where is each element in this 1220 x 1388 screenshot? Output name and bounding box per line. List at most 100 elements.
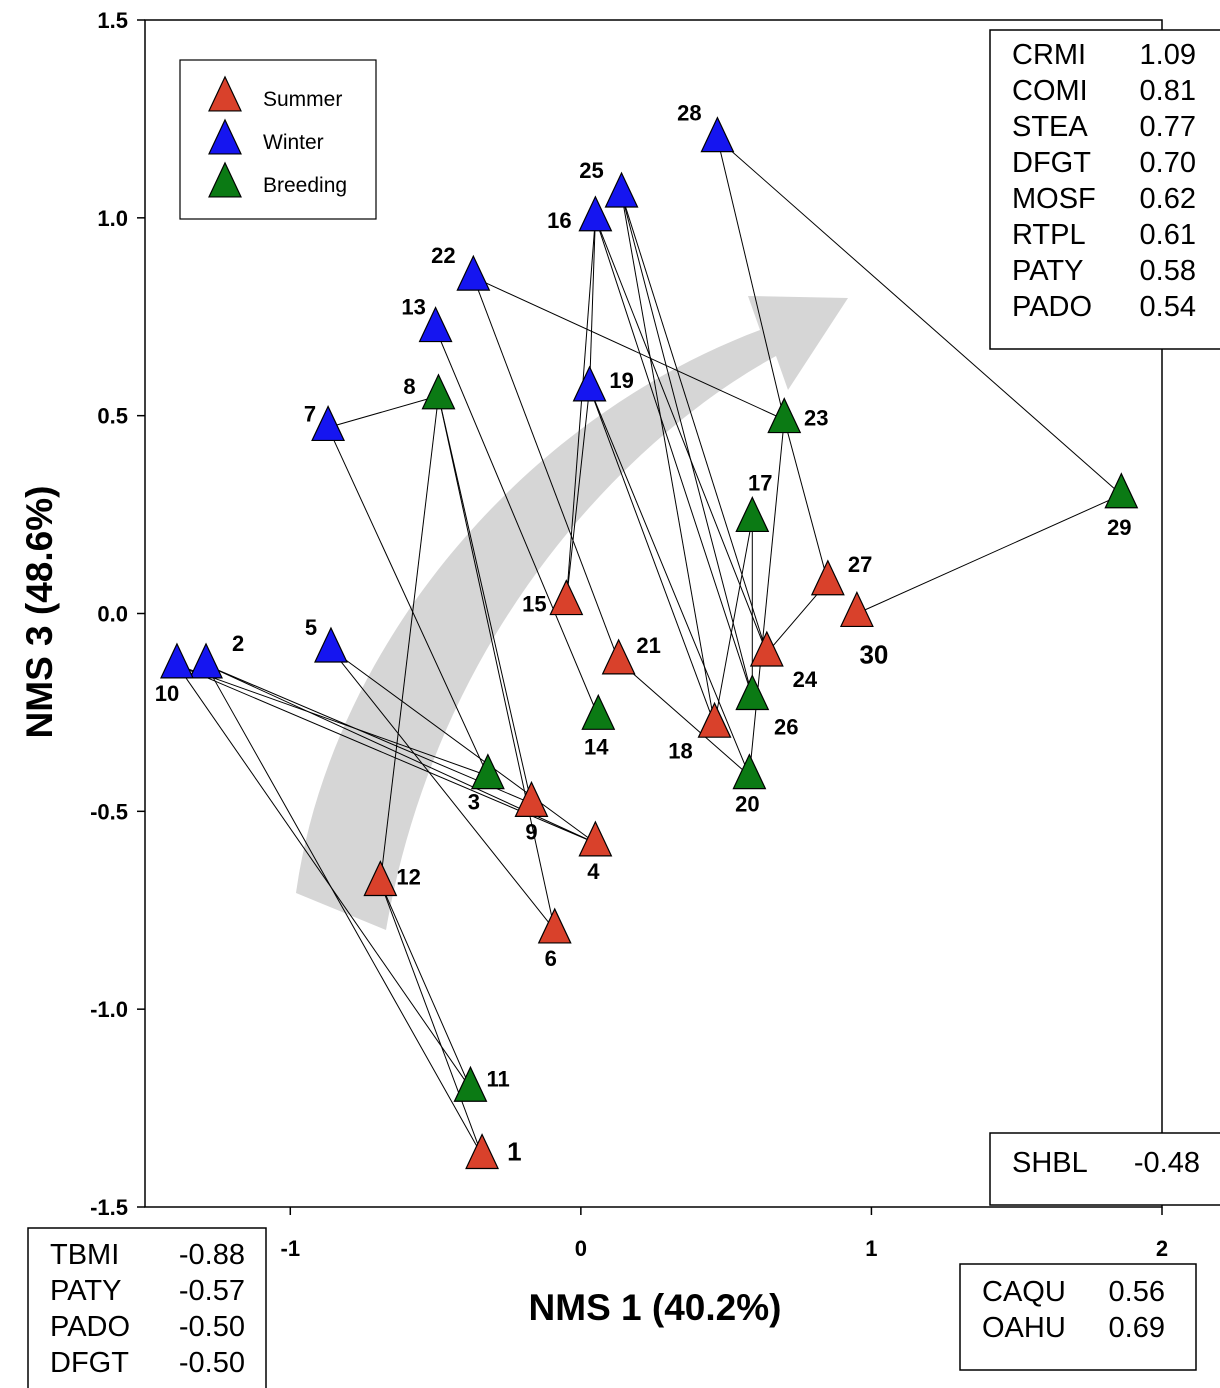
- connection-line: [621, 194, 716, 725]
- point-label: 25: [579, 158, 603, 183]
- loading-species: MOSF: [1012, 183, 1096, 215]
- loadings-top-right-box: [989, 29, 1220, 350]
- winter-point-marker: [418, 306, 453, 343]
- point-label: 20: [735, 792, 759, 817]
- connection-line: [472, 277, 620, 662]
- legend-label: Summer: [263, 88, 342, 111]
- y-tick-label: 0.0: [97, 602, 128, 627]
- y-tick-label: -0.5: [90, 799, 128, 824]
- y-axis-label: NMS 3 (48.6%): [19, 486, 60, 739]
- summer-point-marker: [839, 591, 874, 628]
- summer-point-marker: [549, 579, 584, 616]
- point-label: 29: [1107, 515, 1131, 540]
- connection-line: [176, 664, 489, 777]
- x-tick-label: 0: [575, 1236, 587, 1261]
- connection-line: [589, 387, 715, 725]
- legend-label: Breeding: [263, 174, 347, 197]
- point-label: 15: [522, 592, 546, 617]
- loading-value: 0.70: [1140, 147, 1196, 179]
- point-label: 19: [609, 368, 633, 393]
- point-label: 27: [848, 552, 872, 577]
- loading-species: STEA: [1012, 111, 1088, 143]
- loading-species: COMI: [1012, 75, 1088, 107]
- loading-species: PADO: [1012, 291, 1092, 323]
- x-axis-label: NMS 1 (40.2%): [529, 1287, 782, 1328]
- y-tick-label: 1.0: [97, 206, 128, 231]
- loading-value: -0.88: [179, 1239, 245, 1271]
- summer-point-marker: [810, 559, 845, 596]
- breeding-point-marker: [581, 693, 616, 730]
- loading-species: SHBL: [1012, 1147, 1088, 1179]
- point-label: 12: [396, 865, 420, 890]
- data-points: 1469121518212427302571013161922252838111…: [155, 101, 1139, 1170]
- breeding-point-marker: [1104, 472, 1139, 509]
- loading-species: DFGT: [1012, 147, 1091, 179]
- summer-point-marker: [697, 701, 732, 738]
- winter-point-marker: [604, 171, 639, 208]
- loading-value: -0.48: [1134, 1147, 1200, 1179]
- point-label: 26: [774, 715, 798, 740]
- axis-ticks: -1.5-1.0-0.50.00.51.01.5-1 0 1 2: [90, 8, 1168, 1261]
- point-label: 30: [859, 640, 888, 670]
- breeding-point-marker: [735, 496, 770, 533]
- point-label: 9: [525, 819, 537, 844]
- loading-species: PATY: [50, 1275, 121, 1307]
- breeding-point-marker: [453, 1065, 488, 1102]
- connection-line: [379, 882, 483, 1156]
- connection-line: [618, 660, 750, 777]
- breeding-point-marker: [470, 753, 505, 790]
- loadings-mid-right-box: [989, 1132, 1220, 1206]
- loading-species: PATY: [1012, 255, 1083, 287]
- connection-line: [327, 427, 489, 776]
- winter-point-marker: [314, 626, 348, 663]
- loading-value: 0.56: [1109, 1276, 1165, 1308]
- loading-species: DFGT: [50, 1347, 129, 1379]
- connection-line: [589, 217, 596, 388]
- connection-line: [714, 518, 753, 725]
- loadings-bottom-right-box: [959, 1263, 1197, 1371]
- breeding-point-marker: [732, 753, 767, 790]
- connection-line: [716, 138, 785, 420]
- loading-value: 1.09: [1140, 39, 1196, 71]
- connection-line: [565, 387, 591, 602]
- point-label: 2: [232, 631, 244, 656]
- connection-line: [594, 217, 753, 697]
- summer-point-marker: [363, 860, 398, 897]
- point-label: 14: [584, 734, 609, 759]
- legend-marker-winter: [208, 118, 242, 155]
- trend-arrow-shape: [296, 296, 848, 930]
- breeding-point-marker: [735, 674, 770, 711]
- y-tick-label: 0.5: [97, 404, 128, 429]
- point-label: 3: [468, 790, 480, 815]
- trend-arrow: [296, 296, 848, 930]
- connection-line: [437, 395, 556, 931]
- connection-line: [594, 217, 768, 654]
- point-label: 17: [748, 471, 772, 496]
- connection-line: [379, 882, 471, 1089]
- winter-point-marker: [578, 195, 613, 232]
- point-label: 6: [545, 946, 557, 971]
- point-label: 13: [401, 295, 425, 320]
- loading-species: OAHU: [982, 1312, 1066, 1344]
- winter-point-marker: [160, 642, 194, 679]
- winter-point-marker: [311, 405, 346, 442]
- connection-line: [330, 648, 596, 844]
- point-label: 24: [793, 667, 818, 692]
- loading-value: 0.58: [1140, 255, 1196, 287]
- connection-line: [748, 419, 785, 776]
- point-label: 21: [636, 633, 660, 658]
- summer-point-marker: [749, 630, 784, 667]
- point-label: 23: [804, 406, 828, 431]
- winter-point-marker: [189, 642, 223, 679]
- legend: Summer Winter Breeding: [179, 59, 377, 220]
- connection-line: [379, 395, 439, 883]
- point-label: 1: [507, 1137, 521, 1167]
- point-label: 16: [547, 208, 571, 233]
- connection-line: [330, 648, 556, 931]
- loading-species: TBMI: [50, 1239, 119, 1271]
- loading-value: 0.69: [1109, 1312, 1165, 1344]
- point-label: 4: [587, 859, 600, 884]
- y-tick-label: -1.5: [90, 1195, 128, 1220]
- connection-line: [176, 664, 471, 1089]
